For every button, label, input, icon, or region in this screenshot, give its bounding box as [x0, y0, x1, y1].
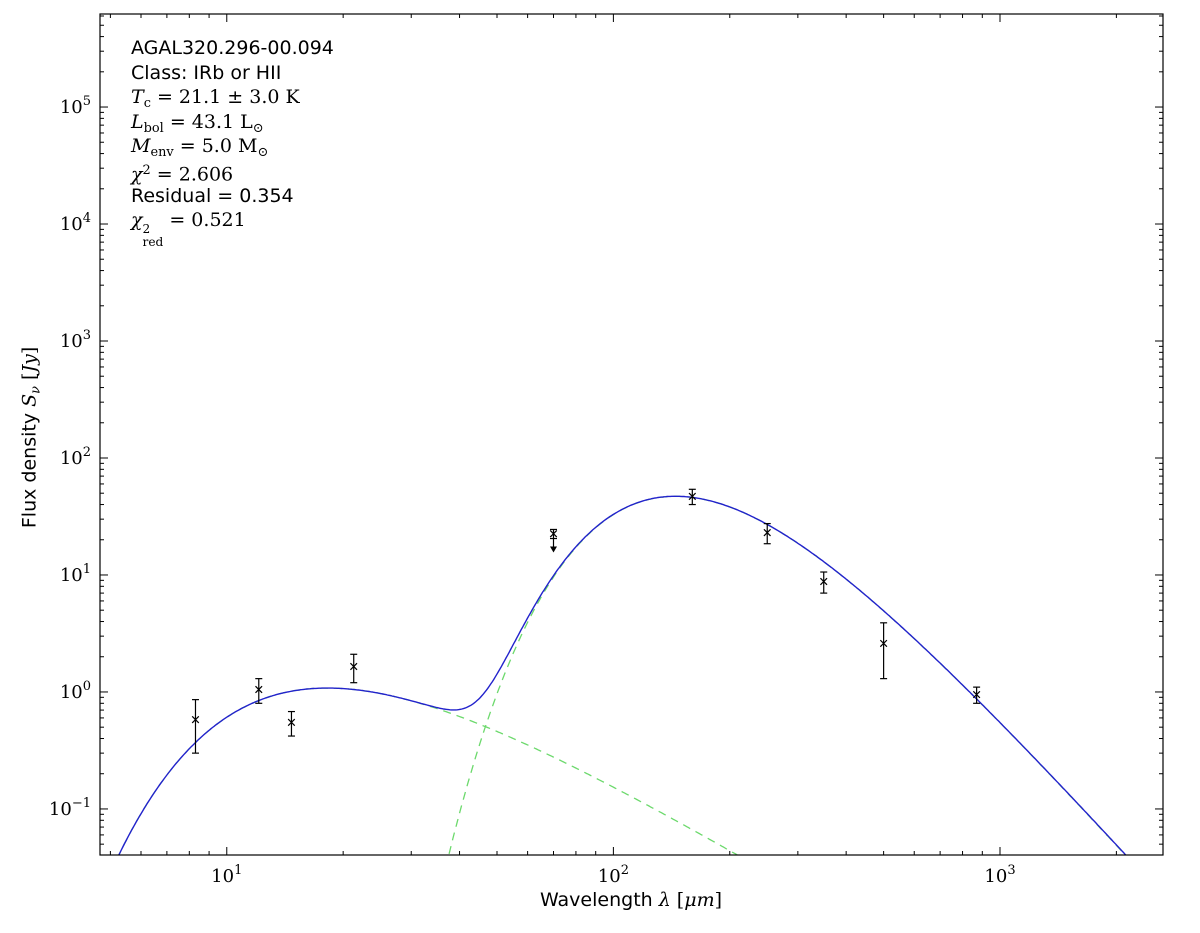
data-point: [255, 678, 263, 704]
m-env: Menv = 5.0 M⊙: [131, 135, 269, 161]
tick-label: 101: [60, 562, 91, 586]
upper-limit-arrow-icon: [549, 546, 557, 553]
chi-squared-reduced: χ 2 red = 0.521: [131, 209, 246, 249]
source-class: Class: IRb or HII: [131, 61, 282, 84]
data-point: [972, 686, 981, 704]
tick-label: 104: [60, 211, 91, 235]
tick-label: 10−1: [49, 796, 91, 820]
tick-labels: 101 102 103 10−1 100 101 102 103 104 105: [49, 94, 1016, 887]
y-axis-label: Flux density Sν [Jy]: [18, 346, 44, 529]
residual: Residual = 0.354: [131, 184, 294, 207]
data-point: [688, 488, 697, 506]
l-bol: Lbol = 43.1 L⊙: [131, 110, 264, 136]
data-point: [763, 522, 771, 545]
axis-ticks: [100, 14, 1163, 855]
tick-label: 102: [60, 445, 91, 469]
data-point: [287, 710, 296, 737]
data-point: [879, 622, 888, 680]
data-point: [549, 528, 558, 553]
tick-label: 103: [60, 328, 91, 352]
tick-label: 100: [60, 679, 91, 703]
total-fit-curve: [118, 495, 1127, 855]
data-point: [350, 653, 358, 684]
plot-frame: [99, 13, 1164, 856]
tick-label: 105: [60, 94, 91, 118]
tick-label: 102: [598, 863, 629, 887]
t-cold: Tc = 21.1 ± 3.0 K: [131, 86, 300, 112]
data-point: [191, 699, 200, 754]
data-point: [820, 571, 828, 594]
source-name: AGAL320.296-00.094: [131, 37, 334, 59]
x-axis-label: Wavelength λ [μm]: [539, 889, 723, 911]
tick-label: 103: [984, 863, 1015, 887]
fit-annotation: AGAL320.296-00.094 Class: IRb or HII Tc = …: [131, 36, 334, 249]
tick-label: 101: [211, 863, 242, 887]
chi-squared: χ2 = 2.606: [131, 162, 234, 186]
data-points: [191, 488, 981, 754]
model-curves: [118, 495, 1127, 855]
